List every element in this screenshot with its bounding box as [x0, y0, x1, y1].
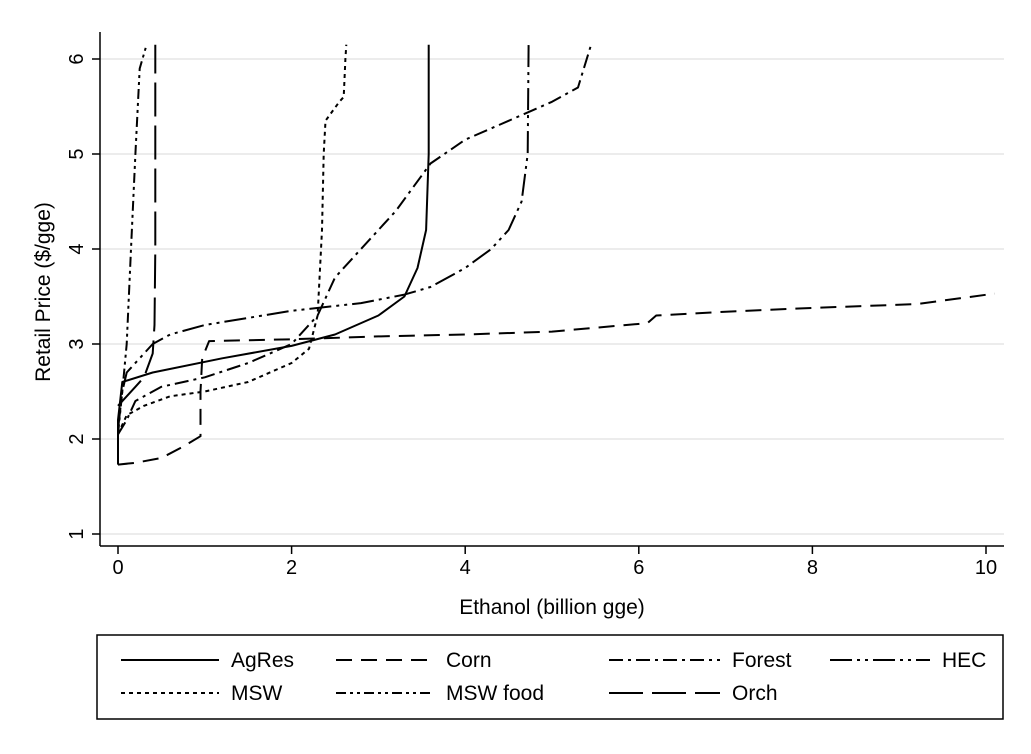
series-line-corn — [117, 292, 995, 466]
y-axis-title: Retail Price ($/gge) — [32, 202, 55, 382]
axes: 1 2 3 4 5 6 0 2 4 6 8 10 — [66, 32, 1004, 579]
legend-label: HEC — [942, 649, 986, 672]
y-tick-label: 2 — [66, 433, 88, 444]
series-line-msw — [117, 44, 348, 435]
y-tick-label: 5 — [66, 148, 88, 159]
series-line-hec — [117, 44, 530, 430]
y-tick-label: 1 — [66, 528, 88, 539]
y-tick-label: 3 — [66, 338, 88, 349]
y-tick-label: 6 — [66, 53, 88, 64]
series-line-forest — [117, 44, 593, 435]
legend-label: Forest — [732, 649, 792, 672]
series-line-agres — [117, 44, 430, 465]
x-tick-label: 2 — [286, 557, 297, 579]
y-tick-label: 4 — [66, 243, 88, 254]
series-line-msw-food — [117, 44, 148, 435]
series-line-orch — [117, 44, 157, 407]
legend-box — [96, 634, 1004, 720]
x-tick-label: 0 — [112, 557, 123, 579]
x-axis-title: Ethanol (billion gge) — [459, 596, 645, 619]
x-tick-label: 6 — [633, 557, 644, 579]
x-tick-label: 8 — [807, 557, 818, 579]
legend-label: AgRes — [231, 649, 294, 672]
gridlines — [100, 58, 1004, 535]
legend: AgRes Corn Forest HEC MSW MSW food Orch — [96, 634, 1004, 720]
series-lines — [117, 44, 995, 466]
legend-label: MSW food — [446, 682, 544, 705]
legend-label: Orch — [732, 682, 778, 705]
legend-label: Corn — [446, 649, 492, 672]
x-tick-label: 10 — [975, 557, 997, 579]
x-tick-label: 4 — [460, 557, 471, 579]
legend-label: MSW — [231, 682, 283, 705]
